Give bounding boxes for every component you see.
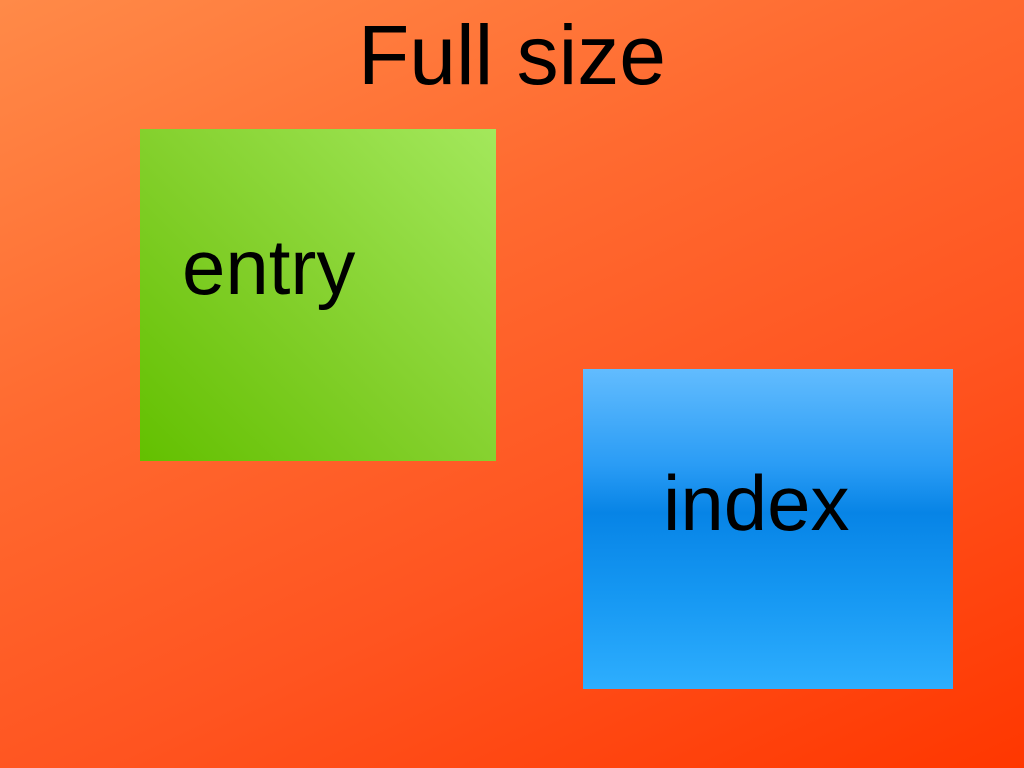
- entry-label: entry: [182, 223, 356, 311]
- index-label: index: [663, 459, 850, 547]
- slide-title: Full size: [357, 8, 667, 102]
- entry-box: entry: [140, 129, 496, 461]
- index-box: index: [583, 369, 953, 689]
